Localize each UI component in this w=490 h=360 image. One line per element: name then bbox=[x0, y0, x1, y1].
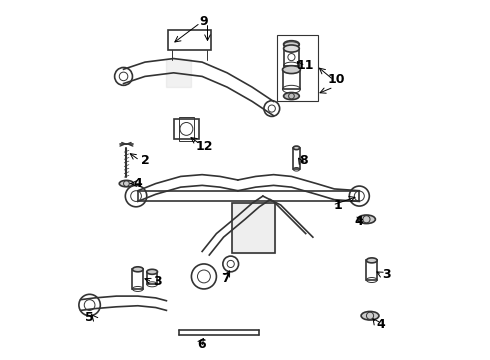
Text: 12: 12 bbox=[195, 140, 213, 153]
Text: 4: 4 bbox=[355, 215, 364, 228]
Ellipse shape bbox=[119, 180, 134, 187]
Text: 4: 4 bbox=[133, 177, 142, 190]
Text: 4: 4 bbox=[376, 318, 385, 331]
Text: 7: 7 bbox=[221, 272, 230, 285]
Bar bbox=[284, 49, 299, 66]
Text: 3: 3 bbox=[153, 275, 162, 288]
Bar bbox=[277, 35, 318, 102]
Bar bbox=[232, 203, 275, 253]
Polygon shape bbox=[232, 203, 275, 253]
Bar bbox=[293, 148, 300, 169]
Text: 1: 1 bbox=[334, 198, 342, 212]
Bar bbox=[147, 272, 157, 284]
Bar bbox=[173, 119, 199, 139]
Ellipse shape bbox=[147, 269, 157, 274]
Ellipse shape bbox=[358, 215, 375, 224]
Text: 11: 11 bbox=[296, 59, 314, 72]
Ellipse shape bbox=[284, 41, 299, 48]
Bar bbox=[179, 117, 194, 141]
Bar bbox=[168, 30, 211, 50]
Ellipse shape bbox=[283, 66, 300, 73]
Text: 10: 10 bbox=[328, 73, 345, 86]
Ellipse shape bbox=[293, 146, 300, 150]
Text: 5: 5 bbox=[84, 311, 93, 324]
Polygon shape bbox=[167, 59, 192, 87]
Text: 2: 2 bbox=[141, 154, 149, 167]
Bar bbox=[367, 260, 377, 280]
Ellipse shape bbox=[367, 258, 377, 263]
Text: 3: 3 bbox=[383, 268, 391, 281]
Ellipse shape bbox=[361, 311, 379, 320]
Bar bbox=[283, 69, 300, 89]
Bar bbox=[132, 269, 143, 289]
Ellipse shape bbox=[284, 45, 299, 52]
Text: 8: 8 bbox=[299, 154, 308, 167]
Ellipse shape bbox=[284, 93, 299, 100]
Text: 9: 9 bbox=[199, 14, 208, 27]
Ellipse shape bbox=[132, 267, 143, 272]
Text: 6: 6 bbox=[197, 338, 206, 351]
